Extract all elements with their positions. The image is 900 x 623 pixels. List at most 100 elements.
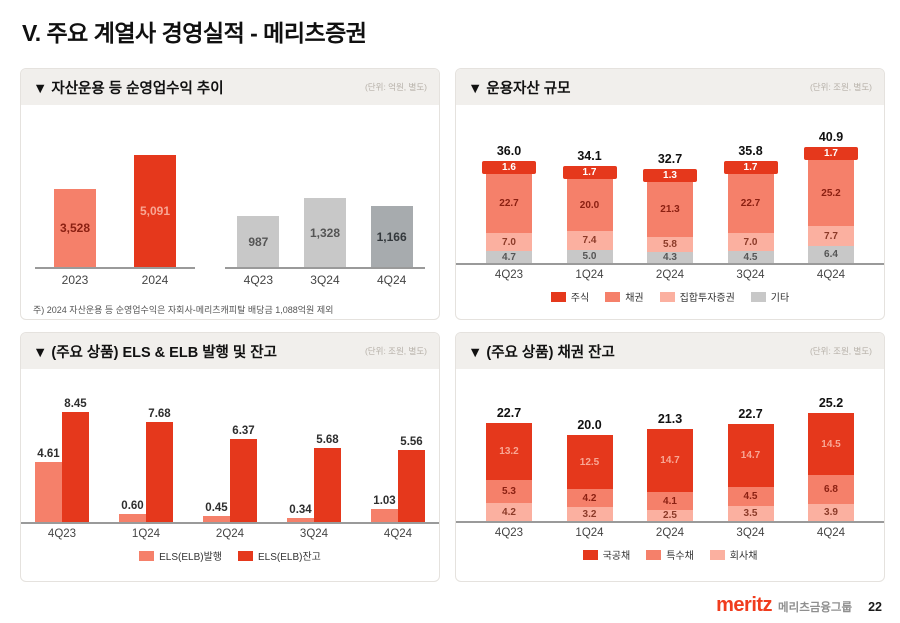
legend-item: 회사채 bbox=[709, 547, 758, 562]
segment-채권: 25.2 bbox=[808, 160, 854, 226]
segment-기타: 6.4 bbox=[808, 246, 854, 263]
page-number: 22 bbox=[868, 600, 882, 614]
bar-ELS(ELB)발행: 0.34 bbox=[287, 504, 314, 522]
category-label-2Q24: 2Q24 bbox=[655, 269, 685, 281]
legend-item: 국공채 bbox=[582, 547, 630, 562]
legend-label: 기타 bbox=[770, 293, 790, 304]
total-label: 36.0 bbox=[496, 144, 522, 158]
category-label-1Q24: 1Q24 bbox=[575, 527, 604, 539]
bar-ELS(ELB)잔고: 7.68 bbox=[146, 408, 173, 522]
panel-body: 4.61 8.45 0.60 7.68 0.45 6.37 0.34 5.68 1.03 5.56… bbox=[21, 374, 439, 563]
chart-net-operating-revenue: 3,528 5,091 2023 2024 987 1,328 1,166 4Q23 3Q24 4… bbox=[35, 135, 431, 287]
total-label: 40.9 bbox=[818, 130, 844, 144]
segment-주식: 1.7 bbox=[723, 161, 778, 174]
bar-value-label: 6.37 bbox=[232, 425, 255, 437]
bar-value-label: 4.61 bbox=[37, 448, 60, 460]
segment-채권: 22.7 bbox=[727, 174, 774, 233]
chart-aum: 36.0 1.6 22.7 7.0 4.7 34.1 1.7 20.0 7.4 5.0 32.7 1.… bbox=[456, 113, 884, 304]
total-label: 22.7 bbox=[738, 407, 763, 421]
total-label: 25.2 bbox=[818, 396, 844, 410]
bar-1Q24: 34.1 1.7 20.0 7.4 5.0 bbox=[562, 149, 617, 263]
category-label-1Q24: 1Q24 bbox=[131, 528, 161, 540]
bar-value-label: 1,328 bbox=[309, 225, 340, 240]
slide-footer: meritz 메리츠금융그룹 22 bbox=[716, 594, 882, 617]
bar-pair-2Q24: 0.45 6.37 bbox=[203, 425, 257, 522]
category-labels: 4Q23 1Q24 2Q24 3Q24 4Q24 bbox=[21, 524, 439, 540]
bar-value-label: 987 bbox=[248, 234, 269, 249]
segment-주식: 1.3 bbox=[643, 169, 697, 182]
segment-국공채: 13.2 bbox=[486, 423, 532, 480]
segment-집합투자증권: 7.4 bbox=[566, 231, 613, 250]
segment-특수채: 4.5 bbox=[727, 487, 774, 506]
bar-area: 22.7 13.2 5.3 4.2 20.0 12.5 4.2 3.2 21.3 14.7 4.1 2… bbox=[456, 371, 884, 523]
panel-title: ▼ (주요 상품) 채권 잔고 bbox=[468, 344, 615, 361]
legend-item: 주식 bbox=[550, 289, 590, 304]
category-label-2024: 2024 bbox=[141, 273, 169, 287]
category-label-4Q23: 4Q23 bbox=[47, 528, 77, 540]
legend-swatch-icon bbox=[139, 550, 155, 561]
category-label-2Q24: 2Q24 bbox=[655, 527, 685, 539]
legend-swatch-icon bbox=[750, 291, 766, 302]
total-label: 22.7 bbox=[496, 406, 522, 420]
bar-2Q24: 21.3 14.7 4.1 2.5 bbox=[647, 412, 693, 521]
bar-4Q24: 40.9 1.7 25.2 7.7 6.4 bbox=[804, 130, 858, 263]
segment-기타: 5.0 bbox=[566, 250, 613, 263]
segment-채권: 21.3 bbox=[647, 182, 693, 237]
total-label: 35.8 bbox=[738, 144, 763, 158]
category-labels: 4Q23 1Q24 2Q24 3Q24 4Q24 bbox=[456, 523, 884, 539]
bar-ELS(ELB)잔고: 5.68 bbox=[314, 434, 341, 522]
category-label-2Q24: 2Q24 bbox=[215, 528, 245, 540]
panel-unit: (단위: 조원, 별도) bbox=[809, 346, 872, 356]
legend-label: ELS(ELB)발행 bbox=[159, 552, 222, 563]
bar-value-label: 5.56 bbox=[400, 436, 423, 448]
segment-주식: 1.7 bbox=[804, 147, 858, 160]
legend-label: 주식 bbox=[570, 293, 590, 304]
legend-swatch-icon bbox=[709, 549, 725, 560]
bar-ELS(ELB)발행: 0.60 bbox=[119, 500, 146, 522]
category-label-4Q24: 4Q24 bbox=[376, 273, 407, 287]
legend-swatch-icon bbox=[582, 549, 598, 560]
legend-swatch-icon bbox=[238, 550, 253, 561]
legend-label: ELS(ELB)잔고 bbox=[258, 552, 321, 563]
panel-unit: (단위: 억원, 별도) bbox=[364, 82, 427, 92]
legend-item: 채권 bbox=[605, 289, 644, 304]
bar-value-label: 5,091 bbox=[139, 204, 171, 218]
panel-title: ▼ (주요 상품) ELS & ELB 발행 및 잔고 bbox=[33, 344, 277, 361]
bar-ELS(ELB)발행: 0.45 bbox=[203, 502, 230, 522]
bar-4Q23: 36.0 1.6 22.7 7.0 4.7 bbox=[482, 144, 536, 263]
bar-ELS(ELB)잔고: 8.45 bbox=[62, 398, 89, 522]
bar-fill bbox=[35, 462, 62, 522]
panel-bond-balance: ▼ (주요 상품) 채권 잔고 (단위: 조원, 별도) 22.7 13.2 5.3… bbox=[455, 332, 885, 582]
bar-fill bbox=[203, 516, 230, 522]
bar-area: 36.0 1.6 22.7 7.0 4.7 34.1 1.7 20.0 7.4 5.0 32.7 1.… bbox=[456, 113, 884, 265]
category-label-4Q24: 4Q24 bbox=[383, 528, 413, 540]
category-label-3Q24: 3Q24 bbox=[736, 527, 765, 539]
bar-4Q23: 987 bbox=[237, 216, 280, 267]
legend-item: ELS(ELB)발행 bbox=[139, 548, 222, 563]
meritz-group-label: 메리츠금융그룹 bbox=[778, 602, 853, 614]
segment-집합투자증권: 5.8 bbox=[647, 237, 693, 252]
bar-value-label: 7.68 bbox=[148, 408, 171, 420]
page-title: V. 주요 계열사 경영실적 - 메리츠증권 bbox=[22, 20, 367, 46]
segment-회사채: 2.5 bbox=[647, 510, 693, 521]
segment-주식: 1.6 bbox=[482, 161, 536, 174]
chart-legend: ELS(ELB)발행 ELS(ELB)잔고 bbox=[21, 548, 439, 563]
segment-국공채: 14.5 bbox=[808, 413, 854, 475]
bar-2023: 3,528 bbox=[54, 189, 96, 267]
bar-value-label: 5.68 bbox=[316, 434, 339, 446]
legend-label: 특수채 bbox=[666, 551, 694, 562]
bar-value-label: 0.60 bbox=[121, 500, 144, 512]
legend-label: 회사채 bbox=[729, 551, 758, 562]
category-label-4Q23: 4Q23 bbox=[494, 527, 524, 539]
chart-footnote: 주) 2024 자산운용 등 순영업수익은 자회사-메리츠캐피탈 배당금 1,0… bbox=[33, 305, 334, 315]
bar-fill bbox=[62, 412, 89, 522]
chart-els-elb: 4.61 8.45 0.60 7.68 0.45 6.37 0.34 5.68 1.03 5.56… bbox=[21, 374, 439, 563]
segment-국공채: 14.7 bbox=[727, 424, 774, 487]
total-label: 20.0 bbox=[577, 418, 602, 432]
bar-fill bbox=[371, 509, 398, 522]
segment-회사채: 3.9 bbox=[808, 504, 854, 521]
bar-area: 4.61 8.45 0.60 7.68 0.45 6.37 0.34 5.68 1.03 5.56 bbox=[21, 374, 439, 524]
bar-value-label: 0.45 bbox=[205, 502, 228, 514]
bar-group: 3,528 5,091 2023 2024 bbox=[35, 135, 195, 287]
panel-header: ▼ (주요 상품) 채권 잔고 (단위: 조원, 별도) bbox=[456, 333, 884, 369]
